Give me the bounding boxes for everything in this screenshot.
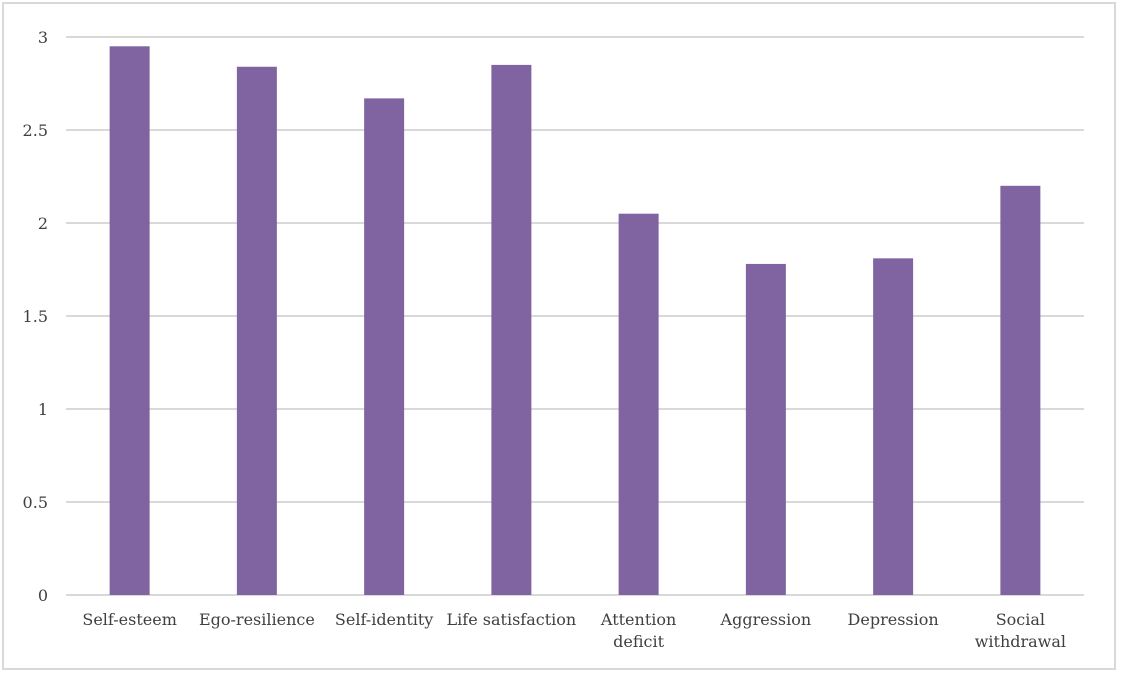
bar <box>491 64 532 595</box>
x-category-label: Self-esteem <box>82 610 177 629</box>
x-category-label: Social <box>996 610 1045 629</box>
bar <box>364 98 405 595</box>
bar <box>236 66 277 595</box>
x-category-label: Aggression <box>720 610 812 629</box>
bar <box>109 46 150 596</box>
y-tick-label: 0 <box>38 586 48 605</box>
y-tick-label: 1.5 <box>23 307 48 326</box>
bar <box>873 258 914 595</box>
x-category-label: Depression <box>848 610 939 629</box>
y-tick-label: 0.5 <box>23 493 48 512</box>
x-category-label: Ego-resilience <box>199 610 315 629</box>
gridlines <box>66 36 1084 596</box>
y-tick-label: 2.5 <box>23 121 48 140</box>
x-category-label: Attention <box>600 610 676 629</box>
bar <box>745 263 786 595</box>
x-category-label: Self-identity <box>335 610 433 629</box>
y-tick-label: 1 <box>38 400 48 419</box>
bar <box>1000 185 1041 596</box>
x-category-label: withdrawal <box>975 632 1066 651</box>
y-tick-label: 3 <box>38 28 48 47</box>
bars <box>109 46 1041 596</box>
bar <box>618 213 659 595</box>
x-category-label: deficit <box>613 632 664 651</box>
y-tick-label: 2 <box>38 214 48 233</box>
x-axis-category-labels: Self-esteem Ego-resilience Self-identity Li… <box>82 610 1066 651</box>
y-axis-tick-labels: 0 0.5 1 1.5 2 2.5 3 <box>23 28 48 605</box>
x-category-label: Life satisfaction <box>447 610 577 629</box>
